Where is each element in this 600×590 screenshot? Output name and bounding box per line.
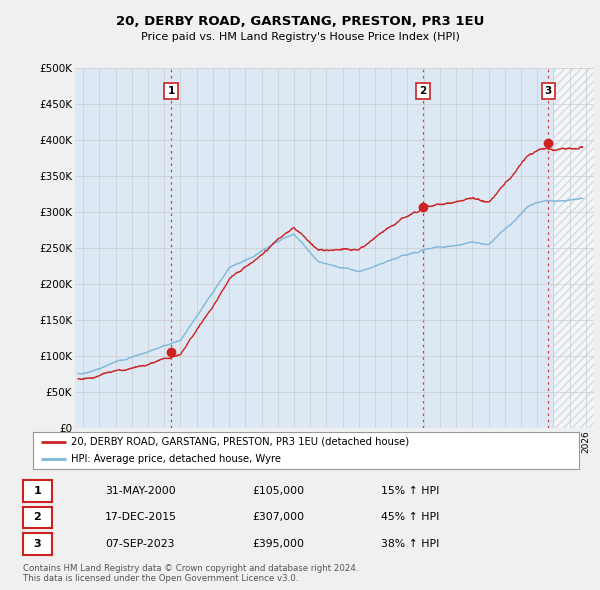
Text: £307,000: £307,000 <box>252 513 304 522</box>
Text: 20, DERBY ROAD, GARSTANG, PRESTON, PR3 1EU: 20, DERBY ROAD, GARSTANG, PRESTON, PR3 1… <box>116 15 484 28</box>
Text: £395,000: £395,000 <box>252 539 304 549</box>
Text: Contains HM Land Registry data © Crown copyright and database right 2024.
This d: Contains HM Land Registry data © Crown c… <box>23 563 358 583</box>
Text: HPI: Average price, detached house, Wyre: HPI: Average price, detached house, Wyre <box>71 454 281 464</box>
Text: 20, DERBY ROAD, GARSTANG, PRESTON, PR3 1EU (detached house): 20, DERBY ROAD, GARSTANG, PRESTON, PR3 1… <box>71 437 409 447</box>
Text: Price paid vs. HM Land Registry's House Price Index (HPI): Price paid vs. HM Land Registry's House … <box>140 32 460 42</box>
Text: 2: 2 <box>34 513 41 522</box>
Text: 31-MAY-2000: 31-MAY-2000 <box>105 486 176 496</box>
Text: 07-SEP-2023: 07-SEP-2023 <box>105 539 175 549</box>
Text: 45% ↑ HPI: 45% ↑ HPI <box>381 513 439 522</box>
Text: 17-DEC-2015: 17-DEC-2015 <box>105 513 177 522</box>
Text: 15% ↑ HPI: 15% ↑ HPI <box>381 486 439 496</box>
Text: 38% ↑ HPI: 38% ↑ HPI <box>381 539 439 549</box>
Text: 3: 3 <box>545 86 552 96</box>
Text: 3: 3 <box>34 539 41 549</box>
Text: 1: 1 <box>34 486 41 496</box>
Text: 2: 2 <box>419 86 427 96</box>
Text: £105,000: £105,000 <box>252 486 304 496</box>
Text: 1: 1 <box>167 86 175 96</box>
